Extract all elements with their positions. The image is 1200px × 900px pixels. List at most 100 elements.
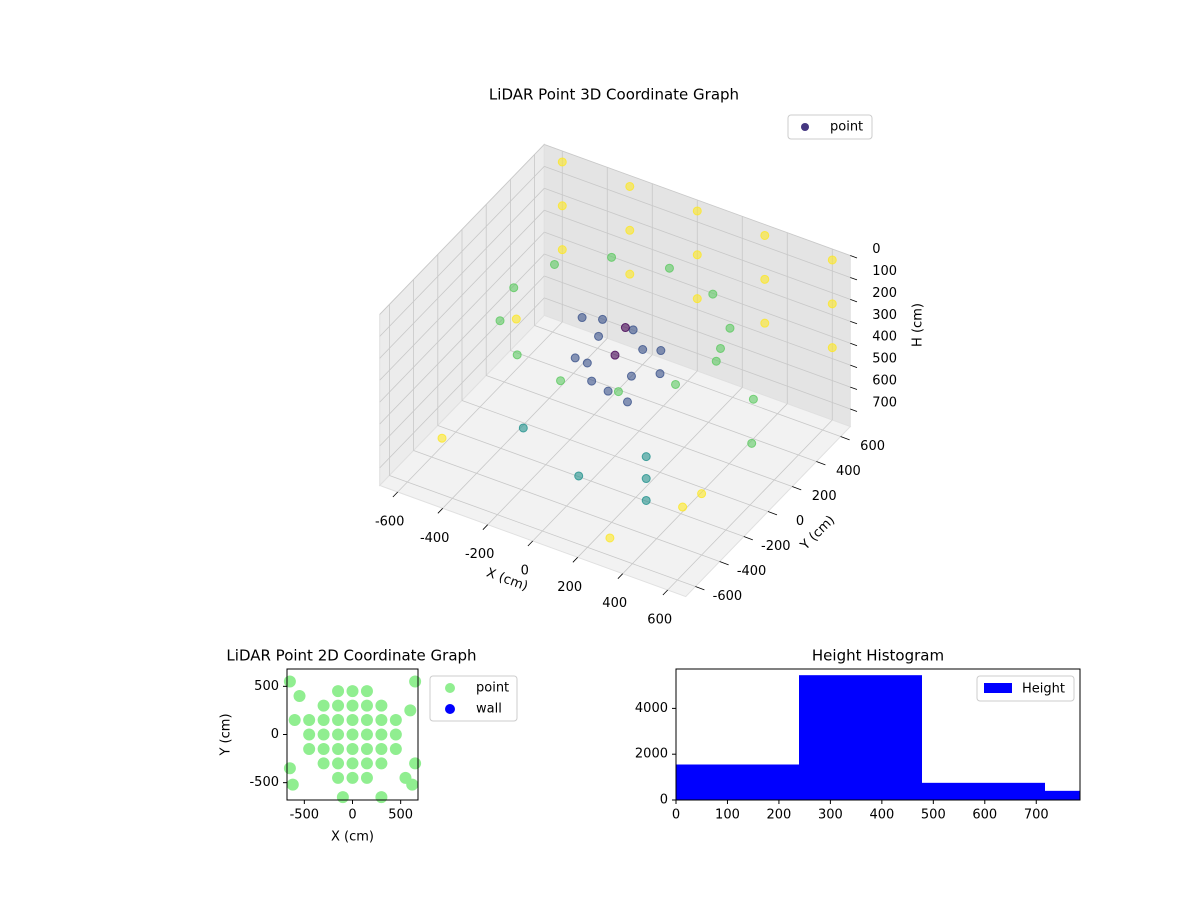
x-tick-label: 700 xyxy=(1024,808,1049,823)
point xyxy=(582,358,592,368)
point xyxy=(577,313,587,323)
x-tick-label: -400 xyxy=(420,531,450,546)
tick-mark xyxy=(392,491,399,498)
point xyxy=(437,433,447,443)
point xyxy=(641,474,651,484)
bar xyxy=(922,782,1046,800)
legend-marker xyxy=(445,704,455,714)
grid-line xyxy=(544,253,851,366)
point xyxy=(725,323,735,333)
point xyxy=(747,438,757,448)
legend-box xyxy=(976,675,1075,702)
point xyxy=(303,742,316,755)
y-tick-label: -600 xyxy=(713,589,743,604)
point xyxy=(628,325,638,335)
point xyxy=(610,350,620,360)
point xyxy=(375,742,388,755)
tick-mark xyxy=(719,561,729,566)
point xyxy=(283,675,296,688)
tick-mark xyxy=(850,320,858,325)
point xyxy=(346,757,359,770)
legend-label: wall xyxy=(476,702,502,717)
x-tick-label: 200 xyxy=(557,580,582,595)
z-tick-label: 700 xyxy=(872,396,897,411)
point xyxy=(288,714,301,727)
point xyxy=(346,742,359,755)
grid-line xyxy=(379,166,545,337)
point xyxy=(389,728,402,741)
point xyxy=(346,685,359,698)
x-tick-label: 300 xyxy=(818,808,843,823)
grid-line xyxy=(486,375,793,487)
tick-mark xyxy=(850,364,858,368)
point xyxy=(625,225,635,235)
point xyxy=(692,250,702,260)
y-tick-label: 2000 xyxy=(635,747,668,762)
point xyxy=(346,728,359,741)
point xyxy=(827,299,837,309)
legend-label: Height xyxy=(1022,682,1065,697)
point xyxy=(332,757,345,770)
point xyxy=(613,387,623,397)
point xyxy=(293,689,306,702)
point xyxy=(360,757,373,770)
y-tick-label: -500 xyxy=(249,775,279,790)
point xyxy=(360,714,373,727)
point xyxy=(399,771,412,784)
tick-mark xyxy=(527,540,534,547)
point xyxy=(587,376,597,386)
point xyxy=(570,353,580,363)
point xyxy=(678,502,688,512)
point xyxy=(375,757,388,770)
point xyxy=(697,489,707,499)
grid-line xyxy=(379,144,545,315)
y-tick-label: 400 xyxy=(836,464,861,479)
point xyxy=(692,206,702,216)
tick-mark xyxy=(816,461,826,466)
x-tick-label: 500 xyxy=(921,808,946,823)
point xyxy=(625,181,635,191)
tick-mark xyxy=(743,536,753,541)
y-tick-label: 500 xyxy=(254,679,279,694)
x-tick-label: -500 xyxy=(290,808,320,823)
point xyxy=(360,685,373,698)
grid-line xyxy=(544,297,851,410)
point xyxy=(332,685,345,698)
point xyxy=(332,714,345,727)
y-tick-label: 600 xyxy=(860,439,885,454)
point xyxy=(389,714,402,727)
grid-line xyxy=(544,144,851,256)
point xyxy=(716,343,725,353)
bar xyxy=(1045,790,1080,800)
point xyxy=(360,728,373,741)
z-axis-label: H (cm) xyxy=(911,303,926,347)
point xyxy=(760,230,770,240)
point xyxy=(360,771,373,784)
grid-line xyxy=(544,165,851,278)
legend-label: point xyxy=(830,120,863,135)
x-tick-label: 500 xyxy=(388,808,413,823)
z-tick-label: 0 xyxy=(872,242,880,257)
y-tick-label: -400 xyxy=(737,564,767,579)
point xyxy=(512,350,522,360)
grid-line xyxy=(413,450,720,562)
tick-mark xyxy=(767,511,778,516)
point xyxy=(286,778,299,791)
point xyxy=(375,699,388,712)
point xyxy=(671,379,681,389)
grid-line xyxy=(379,188,545,359)
x-tick-label: 0 xyxy=(348,808,356,823)
point xyxy=(574,471,584,481)
point xyxy=(518,423,528,433)
x-tick-label: 0 xyxy=(521,564,529,579)
point xyxy=(375,714,388,727)
grid-line xyxy=(534,325,841,437)
x-tick-label: 200 xyxy=(767,808,792,823)
tick-mark xyxy=(617,573,624,579)
tick-mark xyxy=(850,386,858,390)
y-tick-label: 200 xyxy=(812,489,837,504)
point xyxy=(317,699,330,712)
point xyxy=(404,704,417,717)
point xyxy=(556,376,566,386)
point xyxy=(827,343,837,353)
